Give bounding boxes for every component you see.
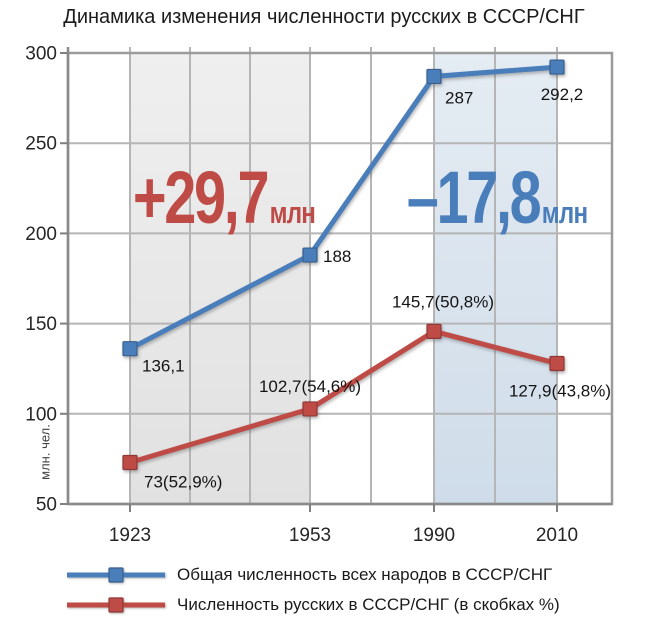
annotation-decline: –17,8 млн: [407, 161, 588, 235]
x-tick-label: 1923: [109, 525, 151, 546]
data-point-label: 73(52,9%): [144, 473, 222, 492]
annotation-decline-value: –17,8: [406, 156, 542, 239]
data-point-marker: [122, 341, 138, 357]
data-point-label: 102,7(54,6%): [259, 377, 361, 396]
legend-item-total-population: Общая численность всех народов в СССР/СН…: [66, 560, 560, 590]
data-point-marker: [302, 247, 318, 263]
data-point-label: 136,1: [142, 357, 185, 376]
data-point-label: 188: [323, 247, 351, 266]
legend-line-sample-red: [67, 597, 165, 613]
highlight-band-0: [130, 53, 310, 504]
series-line-0: [122, 59, 565, 357]
annotation-growth-unit: млн: [269, 195, 316, 230]
data-point-label: 292,2: [541, 85, 584, 104]
annotation-growth: +29,7 млн: [132, 156, 316, 239]
x-tick-label: 1953: [289, 525, 331, 546]
data-point-label: 287: [445, 88, 473, 107]
data-point-marker: [426, 323, 442, 339]
legend-label-total-population: Общая численность всех народов в СССР/СН…: [177, 565, 553, 584]
y-tick-label: 250: [25, 134, 57, 155]
annotation-growth-value: +29,7: [132, 156, 270, 239]
series-path: [129, 328, 558, 465]
data-point-marker: [549, 355, 565, 372]
data-point-marker: [122, 454, 138, 471]
chart-legend: Общая численность всех народов в СССР/СН…: [66, 560, 560, 620]
annotation-decline-unit: млн: [541, 195, 588, 230]
legend-line-sample-blue: [67, 567, 165, 583]
x-tick-label: 1990: [413, 525, 455, 546]
data-point-marker: [426, 68, 442, 85]
data-point-label: 127,9(43,8%): [509, 381, 611, 400]
series-line-1: [122, 323, 565, 471]
legend-label-russians: Численность русских в СССР/СНГ (в скобка…: [177, 595, 560, 614]
data-point-marker: [302, 401, 318, 417]
y-tick-label: 150: [25, 314, 57, 335]
x-tick-label: 2010: [536, 525, 578, 546]
y-axis-title: млн. чел.: [37, 424, 53, 480]
y-tick-label: 100: [25, 404, 57, 425]
y-tick-label: 300: [25, 44, 57, 65]
data-point-marker: [549, 59, 565, 75]
y-tick-label: 50: [36, 495, 57, 516]
legend-item-russians: Численность русских в СССР/СНГ (в скобка…: [66, 590, 560, 620]
y-tick-label: 200: [25, 224, 57, 245]
series-path: [128, 64, 558, 351]
chart-title: Динамика изменения численности русских в…: [63, 6, 585, 28]
data-point-label: 145,7(50,8%): [392, 292, 494, 311]
